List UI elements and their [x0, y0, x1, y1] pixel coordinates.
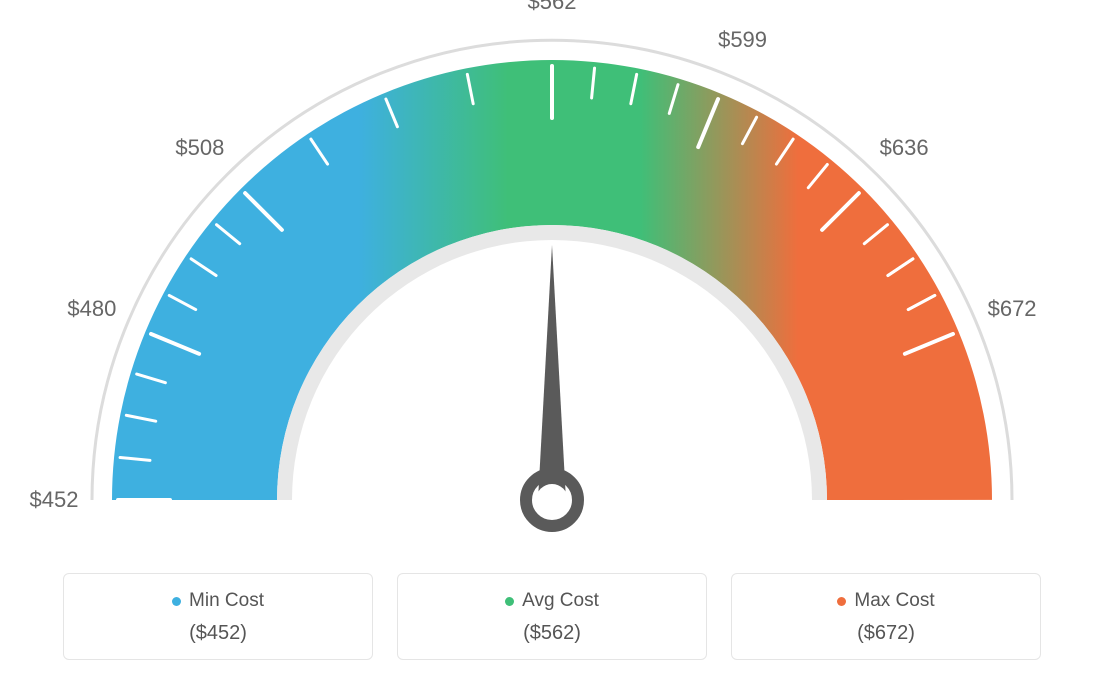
legend-label-min: Min Cost	[172, 590, 264, 612]
gauge-tick-label: $562	[528, 0, 577, 15]
dot-icon	[172, 597, 181, 606]
legend-value-avg: ($562)	[416, 622, 688, 645]
dot-icon	[505, 597, 514, 606]
cost-gauge-chart: $452 $480 $508 $562 $599 $636 $672 Min Cost ($…	[0, 0, 1104, 690]
legend-card-max: Max Cost ($672)	[731, 573, 1041, 660]
legend-card-min: Min Cost ($452)	[63, 573, 373, 660]
gauge-tick-label: $599	[718, 27, 767, 53]
legend-card-avg: Avg Cost ($562)	[397, 573, 707, 660]
gauge-tick-label: $508	[175, 135, 224, 161]
gauge-tick-label: $480	[67, 296, 116, 322]
legend-label-text: Max Cost	[854, 590, 934, 612]
gauge-tick-label: $452	[30, 487, 79, 513]
legend-value-min: ($452)	[82, 622, 354, 645]
gauge-tick-label: $672	[988, 296, 1037, 322]
legend-value-max: ($672)	[750, 622, 1022, 645]
legend-label-avg: Avg Cost	[505, 590, 599, 612]
legend-label-max: Max Cost	[837, 590, 934, 612]
gauge-svg	[0, 0, 1104, 560]
legend-row: Min Cost ($452) Avg Cost ($562) Max Cost…	[50, 573, 1054, 660]
legend-label-text: Min Cost	[189, 590, 264, 612]
legend-label-text: Avg Cost	[522, 590, 599, 612]
gauge-tick-label: $636	[880, 135, 929, 161]
dot-icon	[837, 597, 846, 606]
gauge-area: $452 $480 $508 $562 $599 $636 $672	[0, 0, 1104, 560]
